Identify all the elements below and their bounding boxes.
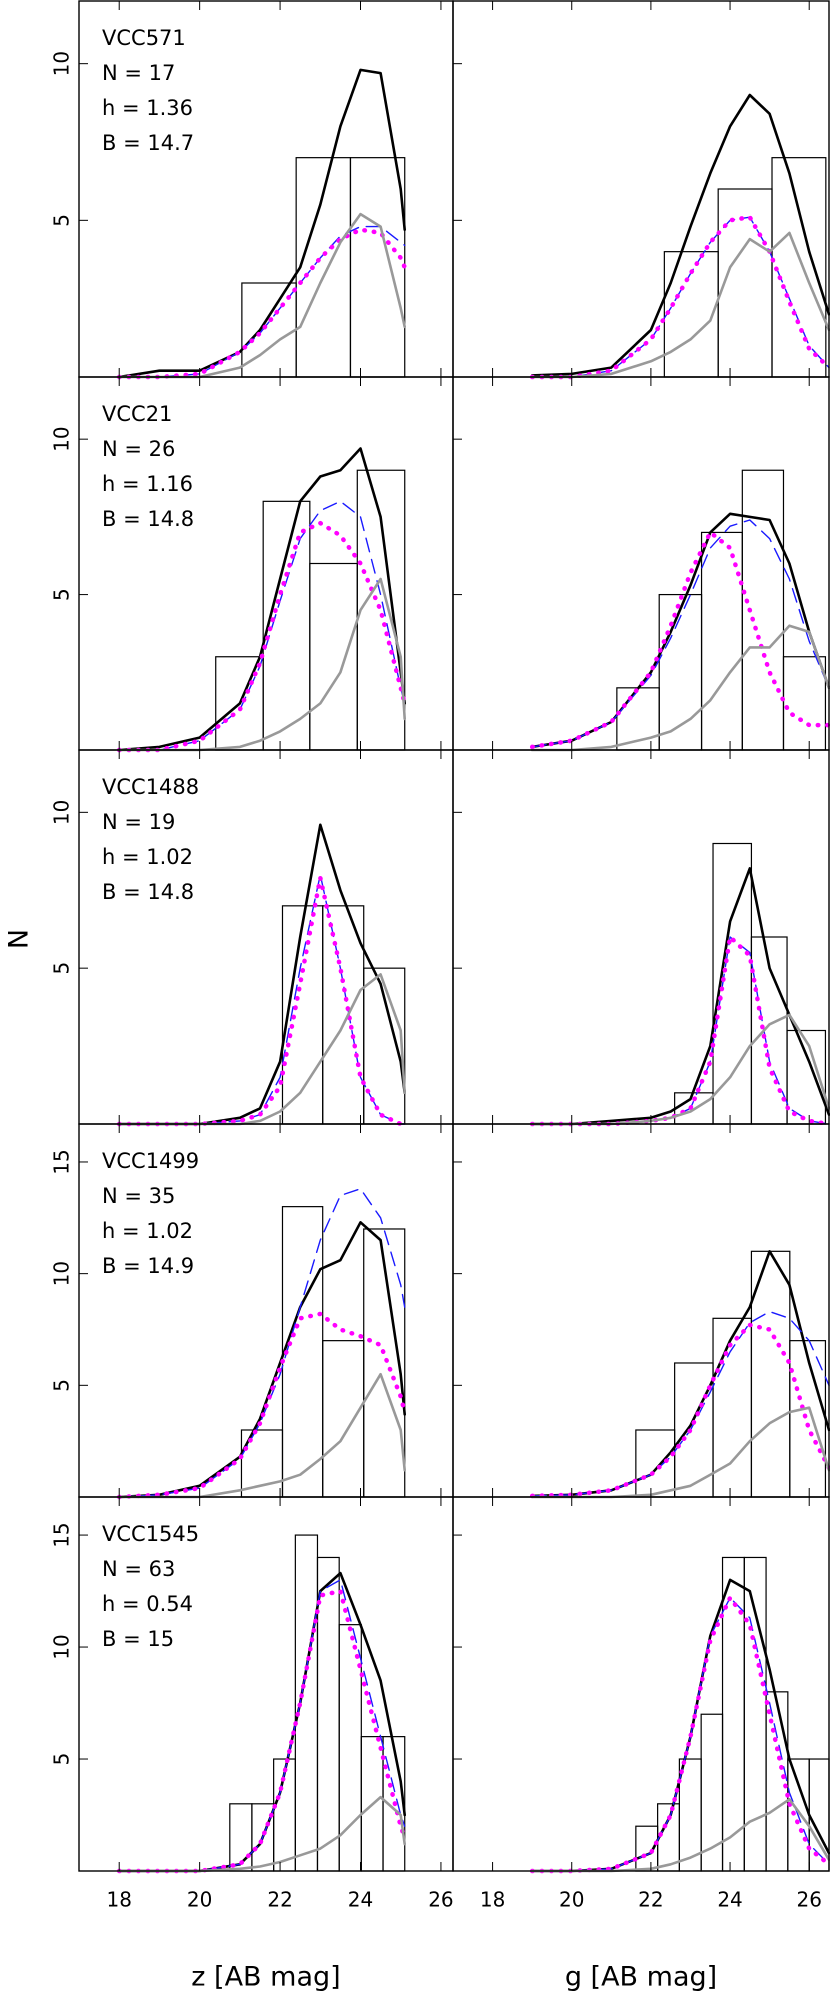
histogram-bar (363, 967, 406, 1125)
histogram-bar (717, 188, 773, 378)
panel-frame (452, 1496, 830, 1872)
density-curve (530, 624, 830, 752)
density-curve (117, 1372, 406, 1499)
density-curve (117, 577, 406, 752)
x-tick-label: 24 (717, 1888, 742, 1912)
panel-annotation: VCC571 (102, 26, 186, 50)
panel-annotation: B = 14.8 (102, 880, 194, 904)
y-tick-label: 15 (50, 1149, 74, 1174)
y-tick-label: 10 (50, 426, 74, 451)
x-tick-label: 26 (796, 1888, 821, 1912)
histogram-bar (712, 842, 753, 1125)
y-tick-label: 5 (50, 214, 74, 227)
x-tick-label: 20 (187, 1888, 212, 1912)
x-axis-label: g [AB mag] (565, 1962, 717, 1993)
panel-annotation: h = 1.16 (102, 472, 193, 496)
panel-annotation: N = 19 (102, 810, 175, 834)
density-curve (529, 530, 830, 750)
density-curve (530, 1406, 830, 1499)
density-curve (116, 520, 407, 753)
panel-annotation: h = 1.36 (102, 96, 193, 120)
density-curve (118, 1188, 406, 1498)
density-curve (529, 1595, 830, 1874)
histogram-bar (349, 157, 406, 378)
y-tick-label: 5 (50, 1753, 74, 1766)
density-curve (531, 1597, 830, 1872)
y-tick-label: 10 (50, 1261, 74, 1286)
panel-annotation: VCC1488 (102, 775, 199, 799)
x-tick-label: 18 (480, 1888, 505, 1912)
panel-annotation: VCC21 (102, 402, 172, 426)
x-axis-label: z [AB mag] (191, 1962, 340, 1993)
histogram-bar (782, 656, 827, 751)
density-curve (529, 934, 830, 1127)
y-tick-label: 10 (50, 1634, 74, 1659)
panel-annotation: VCC1545 (102, 1522, 199, 1546)
density-curve (116, 875, 407, 1127)
panel-frame (452, 376, 830, 751)
histogram-bar (771, 157, 827, 378)
panel-annotation: N = 63 (102, 1557, 175, 1581)
density-curve (530, 1250, 830, 1498)
panel-annotation: h = 0.54 (102, 1592, 193, 1616)
density-curve (530, 1013, 830, 1126)
y-tick-label: 5 (50, 962, 74, 975)
panel-frame (78, 749, 454, 1125)
density-curve (529, 214, 830, 380)
x-tick-label: 22 (267, 1888, 292, 1912)
panel-annotation: B = 14.8 (102, 507, 194, 531)
y-axis-label: N (4, 929, 35, 949)
y-tick-label: 10 (50, 800, 74, 825)
histogram-bar (262, 500, 311, 751)
panel-frame (78, 376, 454, 751)
panel-frame (78, 1123, 454, 1498)
panel-annotation: B = 14.9 (102, 1254, 194, 1278)
y-tick-label: 10 (50, 51, 74, 76)
histogram-bar (322, 1340, 365, 1498)
panel-annotation: B = 15 (102, 1627, 174, 1651)
y-tick-label: 5 (50, 588, 74, 601)
x-tick-label: 20 (559, 1888, 584, 1912)
density-curve (118, 874, 406, 1125)
x-tick-label: 22 (638, 1888, 663, 1912)
density-curve (116, 1588, 407, 1874)
histogram-bar (657, 1803, 680, 1872)
density-curve (531, 216, 830, 378)
histogram-bar (356, 469, 406, 751)
density-curve (530, 93, 830, 377)
density-curve (531, 1310, 830, 1497)
density-curve (116, 227, 407, 380)
panel-annotation: N = 35 (102, 1184, 175, 1208)
density-curve (531, 519, 830, 748)
x-tick-label: 24 (348, 1888, 373, 1912)
histogram-bar (765, 1691, 789, 1872)
panel-annotation: N = 17 (102, 61, 175, 85)
density-curve (530, 1578, 830, 1873)
density-curve (530, 1798, 830, 1873)
histogram-bar (635, 1429, 676, 1498)
density-curve (531, 936, 830, 1125)
panel-annotation: B = 14.7 (102, 131, 194, 155)
panel-annotation: h = 1.02 (102, 1219, 193, 1243)
density-curve (117, 212, 406, 379)
density-curve (117, 447, 406, 752)
density-curve (116, 1311, 407, 1500)
density-curve (118, 500, 406, 751)
y-tick-label: 15 (50, 1522, 74, 1547)
panel-annotation: VCC1499 (102, 1149, 199, 1173)
panel-annotation: h = 1.02 (102, 845, 193, 869)
density-curve (530, 231, 830, 379)
panel-frame (452, 1123, 830, 1498)
density-curve (529, 1322, 830, 1499)
density-curve (530, 867, 830, 1126)
histogram-bar (316, 1556, 340, 1872)
histogram-bar (309, 562, 358, 751)
x-tick-label: 26 (428, 1888, 453, 1912)
y-tick-label: 5 (50, 1379, 74, 1392)
panel-annotation: N = 26 (102, 437, 175, 461)
x-tick-label: 18 (106, 1888, 131, 1912)
